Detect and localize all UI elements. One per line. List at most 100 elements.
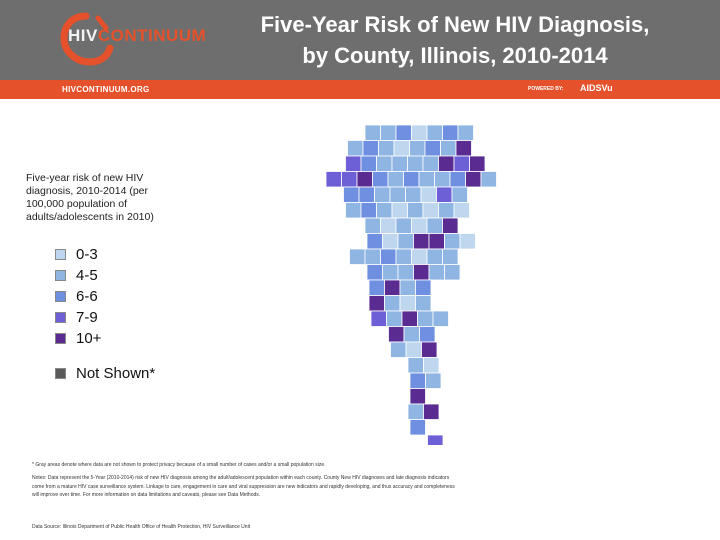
county-cell[interactable] — [425, 372, 442, 389]
county-cell[interactable] — [360, 155, 377, 172]
county-cell[interactable] — [380, 248, 397, 265]
county-cell[interactable] — [356, 171, 373, 188]
county-cell[interactable] — [411, 217, 428, 234]
county-cell[interactable] — [422, 155, 439, 172]
county-cell[interactable] — [432, 310, 449, 327]
site-url-link[interactable]: HIVCONTINUUM.ORG — [62, 85, 150, 94]
county-cell[interactable] — [428, 233, 445, 250]
county-cell[interactable] — [386, 310, 403, 327]
county-cell[interactable] — [442, 217, 459, 234]
county-cell[interactable] — [426, 217, 443, 234]
county-cell[interactable] — [364, 124, 381, 141]
county-cell[interactable] — [403, 326, 420, 343]
county-cell[interactable] — [389, 186, 406, 203]
county-cell[interactable] — [378, 140, 395, 157]
county-cell[interactable] — [374, 186, 391, 203]
county-cell[interactable] — [409, 419, 426, 436]
county-cell[interactable] — [349, 248, 366, 265]
county-cell[interactable] — [390, 341, 407, 358]
county-cell[interactable] — [415, 295, 432, 312]
county-cell[interactable] — [405, 186, 422, 203]
county-cell[interactable] — [366, 233, 383, 250]
county-cell[interactable] — [444, 264, 461, 281]
county-cell[interactable] — [440, 140, 457, 157]
county-cell[interactable] — [415, 279, 432, 296]
county-cell[interactable] — [423, 357, 440, 374]
county-cell[interactable] — [421, 341, 438, 358]
county-cell[interactable] — [382, 233, 399, 250]
county-cell[interactable] — [399, 295, 416, 312]
county-cell[interactable] — [428, 264, 445, 281]
county-cell[interactable] — [388, 326, 405, 343]
county-cell[interactable] — [423, 403, 440, 420]
county-cell[interactable] — [403, 171, 420, 188]
county-cell[interactable] — [426, 124, 443, 141]
county-cell[interactable] — [368, 295, 385, 312]
county-cell[interactable] — [427, 434, 444, 445]
aidsvu-logo[interactable]: AIDSVu — [580, 83, 613, 93]
county-cell[interactable] — [411, 248, 428, 265]
county-cell[interactable] — [391, 155, 408, 172]
county-cell[interactable] — [411, 124, 428, 141]
county-cell[interactable] — [397, 264, 414, 281]
county-cell[interactable] — [442, 124, 459, 141]
county-cell[interactable] — [372, 171, 389, 188]
county-cell[interactable] — [455, 140, 472, 157]
county-cell[interactable] — [449, 171, 466, 188]
county-cell[interactable] — [480, 171, 497, 188]
county-cell[interactable] — [407, 202, 424, 219]
county-cell[interactable] — [442, 248, 459, 265]
county-cell[interactable] — [395, 217, 412, 234]
county-cell[interactable] — [459, 233, 476, 250]
county-cell[interactable] — [364, 217, 381, 234]
county-cell[interactable] — [362, 140, 379, 157]
county-cell[interactable] — [376, 202, 393, 219]
county-cell[interactable] — [391, 202, 408, 219]
county-cell[interactable] — [409, 388, 426, 405]
county-cell[interactable] — [444, 233, 461, 250]
county-cell[interactable] — [393, 140, 410, 157]
county-cell[interactable] — [407, 155, 424, 172]
county-cell[interactable] — [422, 202, 439, 219]
county-cell[interactable] — [434, 171, 451, 188]
county-cell[interactable] — [368, 279, 385, 296]
county-cell[interactable] — [409, 140, 426, 157]
county-cell[interactable] — [325, 171, 342, 188]
county-cell[interactable] — [413, 264, 430, 281]
county-cell[interactable] — [345, 202, 362, 219]
county-cell[interactable] — [426, 248, 443, 265]
county-cell[interactable] — [395, 124, 412, 141]
county-cell[interactable] — [364, 248, 381, 265]
county-cell[interactable] — [417, 310, 434, 327]
county-cell[interactable] — [358, 186, 375, 203]
county-cell[interactable] — [341, 171, 358, 188]
county-cell[interactable] — [382, 264, 399, 281]
county-cell[interactable] — [376, 155, 393, 172]
county-cell[interactable] — [457, 124, 474, 141]
county-cell[interactable] — [451, 186, 468, 203]
county-cell[interactable] — [418, 171, 435, 188]
county-cell[interactable] — [387, 171, 404, 188]
county-cell[interactable] — [380, 217, 397, 234]
county-cell[interactable] — [409, 372, 426, 389]
county-cell[interactable] — [438, 202, 455, 219]
county-cell[interactable] — [401, 310, 418, 327]
county-cell[interactable] — [343, 186, 360, 203]
county-cell[interactable] — [407, 403, 424, 420]
county-cell[interactable] — [370, 310, 387, 327]
county-cell[interactable] — [438, 155, 455, 172]
county-cell[interactable] — [420, 186, 437, 203]
county-cell[interactable] — [413, 233, 430, 250]
county-cell[interactable] — [345, 155, 362, 172]
county-cell[interactable] — [397, 233, 414, 250]
county-cell[interactable] — [405, 341, 422, 358]
hiv-continuum-logo-icon[interactable] — [58, 10, 198, 72]
county-cell[interactable] — [395, 248, 412, 265]
county-cell[interactable] — [436, 186, 453, 203]
county-cell[interactable] — [384, 279, 401, 296]
county-cell[interactable] — [366, 264, 383, 281]
county-cell[interactable] — [453, 202, 470, 219]
county-cell[interactable] — [419, 326, 436, 343]
county-cell[interactable] — [424, 140, 441, 157]
county-cell[interactable] — [453, 155, 470, 172]
